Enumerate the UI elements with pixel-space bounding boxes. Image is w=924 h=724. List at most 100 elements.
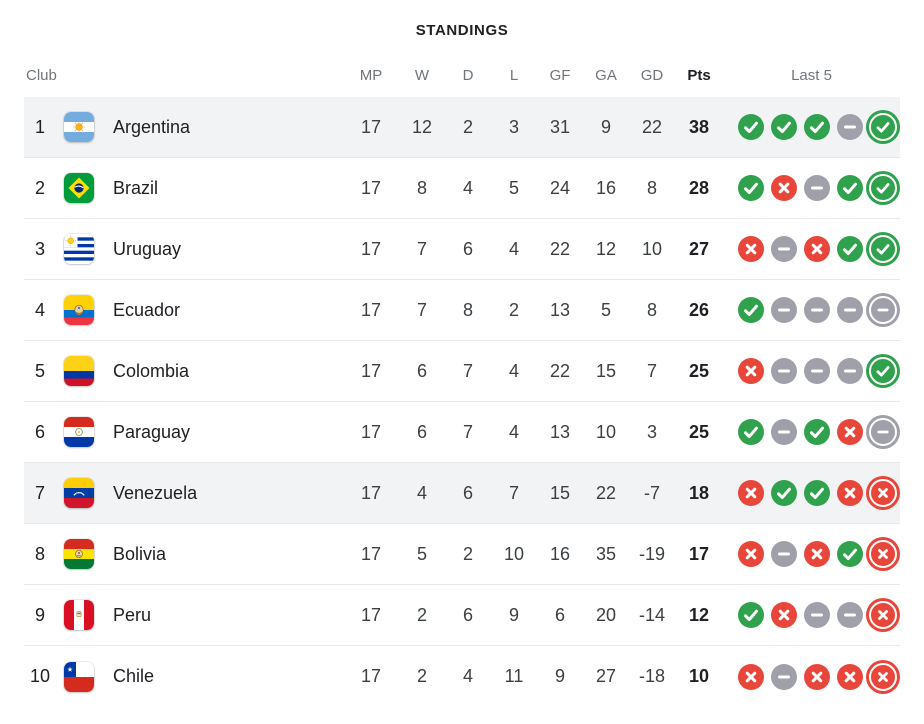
team-name: Venezuela bbox=[113, 482, 198, 503]
form-loss-icon bbox=[837, 663, 863, 690]
rank: 4 bbox=[34, 299, 45, 320]
paraguay-flag-icon bbox=[64, 417, 94, 447]
last5-form bbox=[723, 110, 900, 144]
stat-w: 7 bbox=[416, 299, 427, 320]
stat-pts: 26 bbox=[688, 299, 710, 320]
rank: 5 bbox=[34, 360, 45, 381]
stat-l: 9 bbox=[508, 604, 519, 625]
stat-ga: 9 bbox=[600, 116, 611, 137]
last5-form bbox=[723, 659, 900, 694]
table-row-bolivia[interactable]: 8 Bolivia 17 5 2 10 16 35 -19 17 bbox=[24, 524, 900, 585]
form-loss-icon bbox=[771, 175, 797, 201]
form-win-icon bbox=[837, 541, 863, 567]
form-loss-icon bbox=[866, 659, 900, 694]
table-row-uruguay[interactable]: 3 Uruguay 17 7 6 4 22 12 10 27 bbox=[24, 219, 900, 280]
table-row-ecuador[interactable]: 4 Ecuador 17 7 8 2 13 5 8 26 bbox=[24, 280, 900, 341]
form-draw-icon bbox=[837, 602, 863, 628]
stat-d: 6 bbox=[462, 238, 473, 259]
form-draw-icon bbox=[804, 602, 830, 628]
table-row-colombia[interactable]: 5 Colombia 17 6 7 4 22 15 7 25 bbox=[24, 341, 900, 402]
form-loss-icon bbox=[738, 236, 764, 262]
form-win-icon bbox=[738, 419, 764, 445]
stat-ga: 15 bbox=[595, 360, 617, 381]
stat-mp: 17 bbox=[360, 299, 382, 320]
stat-w: 5 bbox=[416, 543, 427, 564]
stat-mp: 17 bbox=[360, 116, 382, 137]
form-draw-icon bbox=[771, 541, 797, 567]
column-mp: MP bbox=[359, 66, 383, 84]
stat-mp: 17 bbox=[360, 482, 382, 503]
peru-flag-icon bbox=[64, 600, 94, 630]
stat-gd: -7 bbox=[643, 482, 660, 503]
argentina-flag-icon bbox=[64, 112, 94, 142]
form-loss-icon bbox=[837, 480, 863, 506]
form-win-icon bbox=[771, 114, 797, 140]
stat-pts: 28 bbox=[688, 177, 710, 198]
form-loss-icon bbox=[866, 476, 900, 510]
stat-ga: 5 bbox=[600, 299, 611, 320]
form-win-icon bbox=[738, 114, 764, 140]
stat-gd: 7 bbox=[646, 360, 657, 381]
stat-l: 10 bbox=[503, 543, 525, 564]
column-gd: GD bbox=[640, 66, 664, 84]
stat-gd: -14 bbox=[638, 604, 665, 625]
form-draw-icon bbox=[771, 419, 797, 445]
stat-mp: 17 bbox=[360, 543, 382, 564]
stat-gf: 22 bbox=[549, 238, 571, 259]
stat-pts: 25 bbox=[688, 360, 710, 381]
form-win-icon bbox=[804, 480, 830, 506]
table-row-argentina[interactable]: 1 Argentina 17 12 2 3 31 9 22 38 bbox=[24, 97, 900, 158]
stat-pts: 27 bbox=[688, 238, 710, 259]
form-draw-icon bbox=[804, 358, 830, 384]
stat-gf: 15 bbox=[549, 482, 571, 503]
page-title: STANDINGS bbox=[415, 22, 509, 39]
table-row-brazil[interactable]: 2 Brazil 17 8 4 5 24 16 8 28 bbox=[24, 158, 900, 219]
stat-gf: 6 bbox=[554, 604, 565, 625]
table-row-paraguay[interactable]: 6 Paraguay 17 6 7 4 13 10 3 25 bbox=[24, 402, 900, 463]
form-draw-icon bbox=[866, 415, 900, 449]
column-club: Club bbox=[26, 66, 57, 84]
form-win-icon bbox=[771, 480, 797, 506]
stat-pts: 38 bbox=[688, 116, 710, 137]
form-loss-icon bbox=[866, 598, 900, 632]
rank: 3 bbox=[34, 238, 45, 259]
stat-d: 7 bbox=[462, 360, 473, 381]
form-loss-icon bbox=[738, 358, 764, 384]
team-name: Peru bbox=[113, 604, 152, 625]
rank: 6 bbox=[34, 421, 45, 442]
stat-gf: 9 bbox=[554, 666, 565, 686]
stat-d: 6 bbox=[462, 604, 473, 625]
table-row-chile[interactable]: 10 Chile 17 2 4 11 9 27 -18 10 bbox=[24, 646, 900, 707]
stat-w: 6 bbox=[416, 360, 427, 381]
form-loss-icon bbox=[771, 602, 797, 628]
stat-gf: 13 bbox=[549, 421, 571, 442]
team-name: Colombia bbox=[113, 360, 190, 381]
rank: 7 bbox=[34, 482, 45, 503]
rank: 9 bbox=[34, 604, 45, 625]
stat-gd: 10 bbox=[641, 238, 663, 259]
table-row-venezuela[interactable]: 7 Venezuela 17 4 6 7 15 22 -7 18 bbox=[24, 463, 900, 524]
form-loss-icon bbox=[804, 663, 830, 690]
form-win-icon bbox=[804, 419, 830, 445]
stat-d: 6 bbox=[462, 482, 473, 503]
form-win-icon bbox=[738, 175, 764, 201]
stat-d: 7 bbox=[462, 421, 473, 442]
rank: 2 bbox=[34, 177, 45, 198]
form-draw-icon bbox=[866, 293, 900, 327]
form-win-icon bbox=[804, 114, 830, 140]
stat-ga: 16 bbox=[595, 177, 617, 198]
last5-form bbox=[723, 476, 900, 510]
table-row-peru[interactable]: 9 Peru 17 2 6 9 6 20 -14 12 bbox=[24, 585, 900, 646]
stat-w: 12 bbox=[411, 116, 433, 137]
stat-d: 8 bbox=[462, 299, 473, 320]
stat-l: 4 bbox=[508, 421, 519, 442]
column-w: W bbox=[414, 66, 430, 84]
team-name: Uruguay bbox=[113, 238, 182, 259]
stat-pts: 18 bbox=[688, 482, 710, 503]
stat-pts: 25 bbox=[688, 421, 710, 442]
column-ga: GA bbox=[595, 66, 617, 84]
stat-gf: 22 bbox=[549, 360, 571, 381]
form-loss-icon bbox=[804, 541, 830, 567]
team-name: Brazil bbox=[113, 177, 159, 198]
team-name: Chile bbox=[113, 666, 155, 686]
